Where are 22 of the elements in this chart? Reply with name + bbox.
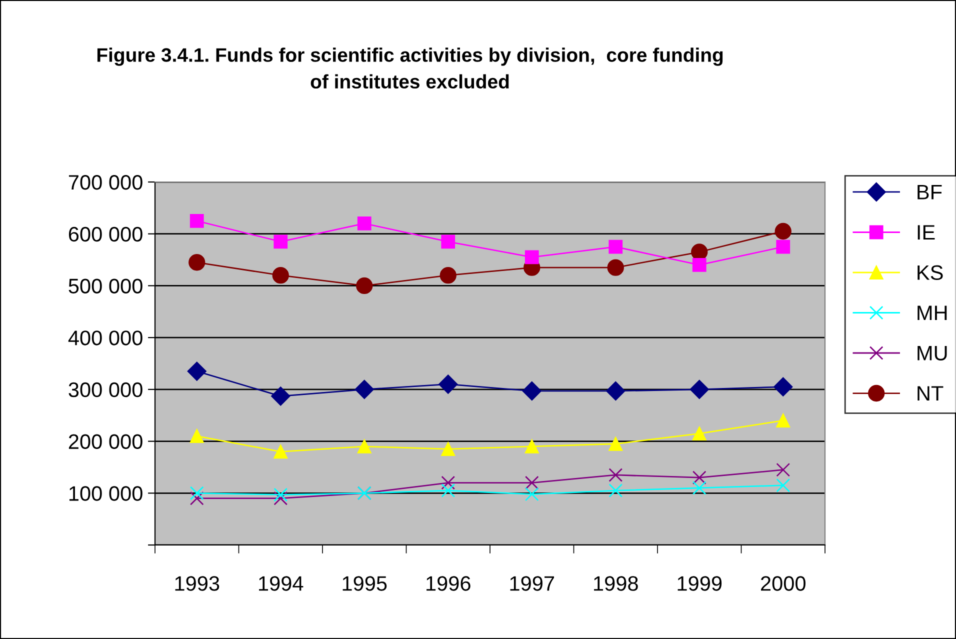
y-tick-label: 700 000 — [68, 175, 142, 190]
legend-label: KS — [918, 265, 943, 280]
y-tick-label: 500 000 — [68, 278, 142, 294]
y-tick-label: 200 000 — [68, 434, 142, 450]
legend-label: NT — [918, 386, 944, 401]
x-tick-label: 1999 — [678, 576, 722, 591]
y-tick-label: 600 000 — [68, 226, 142, 242]
x-tick-label: 1998 — [594, 576, 638, 591]
x-tick-label: 1996 — [426, 576, 470, 591]
x-tick-label: 2000 — [761, 576, 806, 591]
x-tick-label: 1995 — [342, 576, 387, 591]
x-tick-label: 1993 — [175, 576, 220, 591]
x-tick-label: 1997 — [510, 576, 554, 591]
x-tick-label: 1994 — [259, 576, 304, 591]
legend-label: MU — [918, 346, 947, 361]
y-tick-label: 100 000 — [69, 486, 142, 501]
chart-title: Figure 3.4.1. Funds for scientific activities by division, core funding of institutes excluded — [97, 48, 723, 89]
y-tick-label: 300 000 — [68, 382, 142, 398]
legend-label: IE — [918, 225, 935, 240]
y-tick-label: 400 000 — [68, 330, 142, 346]
legend-label: MH — [918, 306, 947, 320]
legend-label: BF — [918, 184, 942, 200]
